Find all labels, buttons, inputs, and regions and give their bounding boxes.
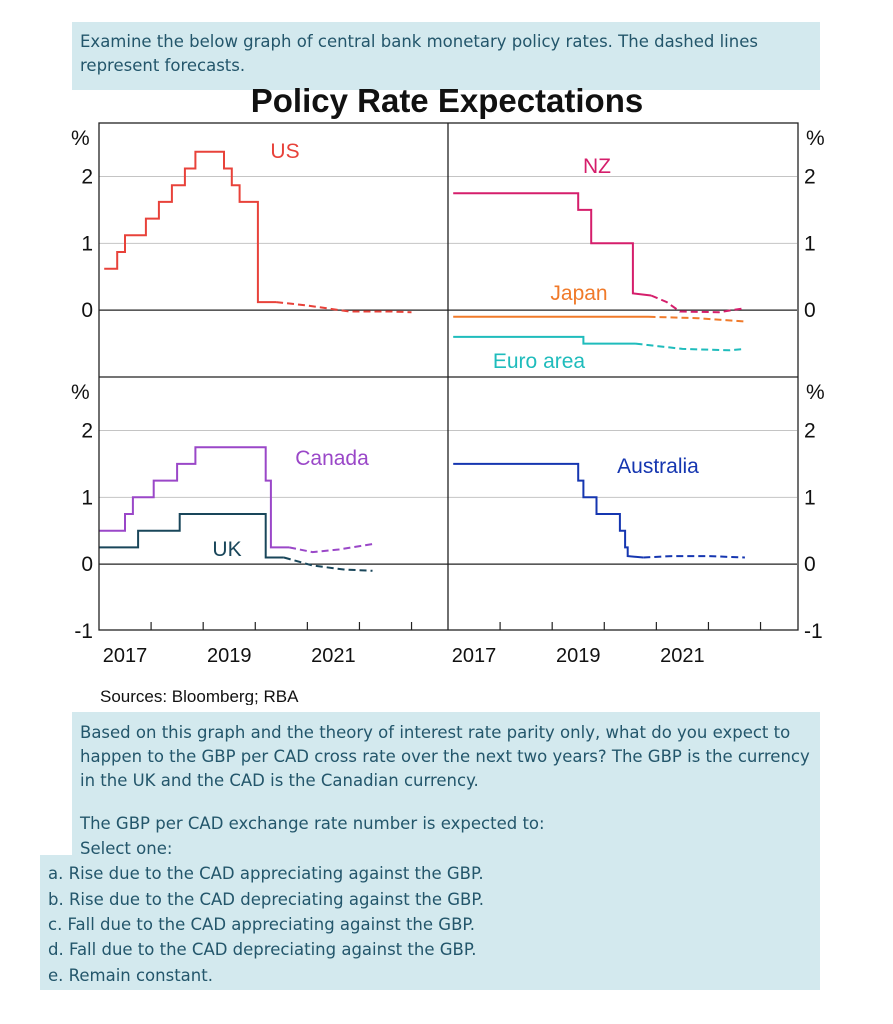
panel-top-right: NZ Japan Euro area xyxy=(448,155,797,373)
y-unit-label: % xyxy=(806,381,825,404)
series-line-australia xyxy=(453,462,644,559)
y-tick-label: 1 xyxy=(81,232,93,255)
y-tick-label: -1 xyxy=(804,620,823,643)
series-label-japan: Japan xyxy=(550,282,607,305)
y-tick-label: 2 xyxy=(804,165,816,188)
x-tick-label: 2021 xyxy=(660,645,705,667)
option-e[interactable]: e. Remain constant. xyxy=(48,966,213,985)
y-tick-label: 1 xyxy=(804,232,816,255)
question-text: Based on this graph and the theory of in… xyxy=(80,723,810,790)
y-unit-label: % xyxy=(806,127,825,150)
chart-source: Sources: Bloomberg; RBA xyxy=(100,687,299,705)
forecast-line-canada xyxy=(288,543,373,554)
select-one-label: Select one: xyxy=(80,839,173,858)
chart-title: Policy Rate Expectations xyxy=(251,82,643,119)
intro-text: Examine the below graph of central bank … xyxy=(80,32,758,75)
intro-panel xyxy=(72,22,820,90)
y-tick-label: 1 xyxy=(81,486,93,509)
panel-bottom-right: Australia xyxy=(448,429,797,565)
y-tick-label: 0 xyxy=(804,299,816,322)
y-tick-label: 1 xyxy=(804,486,816,509)
option-c[interactable]: c. Fall due to the CAD appreciating agai… xyxy=(48,915,476,934)
series-label-us: US xyxy=(270,140,299,163)
panel-bottom-left: Canada UK xyxy=(99,429,448,572)
x-tick-label: 2017 xyxy=(103,645,147,667)
series-label-nz: NZ xyxy=(583,155,611,178)
y-tick-label: 0 xyxy=(81,553,93,576)
series-label-canada: Canada xyxy=(295,447,369,470)
y-tick-label: 0 xyxy=(804,553,816,576)
series-label-uk: UK xyxy=(212,538,241,561)
option-b[interactable]: b. Rise due to the CAD depreciating agai… xyxy=(48,890,484,909)
x-tick-label: 2017 xyxy=(452,645,497,667)
y-tick-label: 0 xyxy=(81,299,93,322)
policy-rate-chart: Policy Rate Expectations US NZ Japan Euro a… xyxy=(71,82,825,705)
x-tick-label: 2019 xyxy=(207,645,252,667)
series-line-canada xyxy=(99,446,290,549)
forecast-line-australia xyxy=(643,555,745,559)
panel-top-left: US xyxy=(99,140,448,314)
series-label-euro-area: Euro area xyxy=(493,350,586,373)
y-tick-label: 2 xyxy=(81,419,93,442)
series-line-nz xyxy=(453,192,652,297)
series-line-euro-area xyxy=(453,335,636,345)
x-tick-label: 2021 xyxy=(311,645,356,667)
forecast-line-us xyxy=(275,301,412,314)
question-prompt: The GBP per CAD exchange rate number is … xyxy=(80,814,545,833)
series-label-australia: Australia xyxy=(617,455,699,478)
options-panel xyxy=(40,855,220,990)
forecast-line-uk xyxy=(283,556,373,572)
y-unit-label: % xyxy=(71,127,90,150)
series-line-us xyxy=(104,150,277,304)
option-d[interactable]: d. Fall due to the CAD depreciating agai… xyxy=(48,940,477,959)
forecast-line-euro-area xyxy=(635,342,745,352)
y-tick-label: 2 xyxy=(81,165,93,188)
forecast-line-nz xyxy=(650,294,746,314)
option-a[interactable]: a. Rise due to the CAD appreciating agai… xyxy=(48,864,484,883)
forecast-line-japan xyxy=(648,315,745,323)
y-unit-label: % xyxy=(71,381,90,404)
series-line-uk xyxy=(99,513,284,559)
y-tick-label: -1 xyxy=(74,620,93,643)
y-tick-label: 2 xyxy=(804,419,816,442)
x-tick-label: 2019 xyxy=(556,645,601,667)
